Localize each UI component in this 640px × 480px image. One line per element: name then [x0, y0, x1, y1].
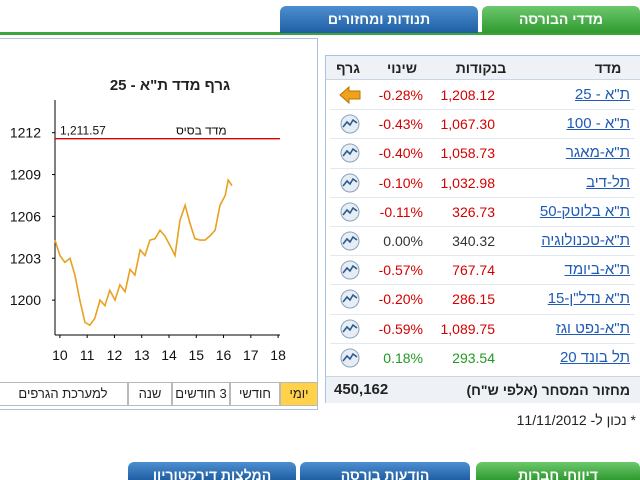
x-tick-label: 13: [134, 347, 150, 363]
row-sep: [330, 313, 635, 315]
row-sep: [330, 138, 635, 140]
x-tick-label: 15: [188, 347, 204, 363]
graph-icon[interactable]: [338, 202, 362, 222]
tab[interactable]: תנודות ומחזורים: [280, 6, 478, 33]
footer-label: מחזור המסחר (אלפי ש"ח): [466, 382, 630, 398]
index-name[interactable]: ת"א-נפט וגז: [555, 319, 630, 337]
graph-icon[interactable]: [338, 260, 362, 280]
note: * נכון ל- 11/11/2012: [516, 412, 636, 428]
index-name[interactable]: ת"א נדל"ן-15: [547, 290, 630, 308]
row-sep: [330, 226, 635, 227]
row-sep: [330, 255, 635, 257]
points: 326.73: [452, 203, 495, 220]
tab[interactable]: דיווחי חברות: [476, 462, 640, 480]
change: -0.40%: [378, 145, 423, 162]
table-header: שינוי: [387, 60, 417, 76]
base-value-label: 1,211.57: [60, 124, 106, 138]
change: 0.00%: [383, 233, 423, 249]
graph-icon[interactable]: [338, 114, 362, 134]
index-name[interactable]: ת"א-מאגר: [565, 144, 630, 162]
period-tab[interactable]: שנה: [128, 382, 172, 406]
period-tab[interactable]: יומי: [280, 382, 318, 406]
x-tick-label: 14: [161, 347, 177, 363]
graph-icon[interactable]: [338, 173, 362, 193]
chart-panel: [0, 38, 318, 410]
change: -0.59%: [378, 320, 423, 337]
index-name[interactable]: ת"א - 25: [574, 86, 630, 103]
points: 1,032.98: [440, 174, 496, 191]
y-tick-label: 1209: [10, 167, 41, 183]
change: -0.11%: [379, 203, 423, 220]
index-name[interactable]: ת"א-טכנולוגיה: [541, 232, 630, 249]
y-tick-label: 1200: [10, 292, 41, 308]
row-sep: [330, 167, 635, 169]
graph-icon[interactable]: [338, 319, 362, 339]
row-sep: [330, 342, 635, 344]
index-name[interactable]: תל בונד 20: [559, 348, 630, 366]
period-tab[interactable]: 3 חודשים: [172, 382, 230, 406]
points: 1,089.75: [440, 320, 496, 337]
period-tab[interactable]: למערכת הגרפים: [0, 382, 128, 406]
change: -0.43%: [378, 116, 423, 133]
price-line: [54, 178, 233, 327]
x-tick-label: 18: [270, 347, 286, 363]
points: 1,058.73: [440, 145, 496, 162]
change: -0.20%: [378, 291, 423, 308]
index-name[interactable]: תל-דיב: [586, 173, 630, 191]
points: 767.74: [452, 262, 495, 279]
tab[interactable]: הודעות בורסה: [300, 462, 470, 480]
base-label: מדד בסיס: [176, 124, 227, 138]
change: 0.18%: [383, 349, 423, 366]
x-tick-label: 16: [216, 347, 232, 363]
points: 1,208.12: [440, 87, 496, 103]
points: 293.54: [452, 349, 495, 366]
table-panel: [325, 55, 640, 403]
row-sep: [330, 109, 635, 111]
row-sep: [330, 196, 635, 198]
tabs-line: [0, 32, 640, 35]
graph-icon[interactable]: [338, 289, 362, 309]
chart: גרף מדד ת"א - 25 1200 1203 1206 1209 1212 10 11…: [10, 77, 286, 363]
y-tick-label: 1203: [10, 250, 41, 266]
table-header-bg: [326, 56, 640, 80]
table-header: בנקודות: [455, 60, 507, 76]
x-tick-label: 11: [80, 347, 95, 363]
graph-icon[interactable]: [338, 231, 362, 251]
table-header: גרף: [336, 60, 360, 76]
y-tick-label: 1206: [10, 208, 41, 224]
row-sep: [330, 284, 635, 286]
y-tick-label: 1212: [10, 125, 41, 141]
index-name[interactable]: ת"א - 100: [566, 115, 630, 133]
chart-title: גרף מדד ת"א - 25: [110, 77, 230, 94]
index-name[interactable]: ת"א-ביומד: [564, 261, 631, 279]
index-name[interactable]: ת"א בלוטק-50: [539, 202, 630, 220]
points: 1,067.30: [440, 116, 496, 133]
period-tab[interactable]: חודשי: [230, 382, 280, 406]
tab[interactable]: מדדי הבורסה: [482, 6, 640, 33]
change: -0.57%: [378, 262, 423, 279]
graph-icon[interactable]: [338, 85, 362, 105]
graph-icon[interactable]: [338, 143, 362, 163]
x-tick-label: 17: [243, 347, 259, 363]
x-tick-label: 10: [52, 347, 68, 363]
change: -0.28%: [378, 87, 423, 103]
table-header: מדד: [594, 60, 622, 76]
points: 340.32: [452, 233, 495, 249]
points: 286.15: [452, 291, 495, 308]
x-tick-label: 12: [107, 347, 123, 363]
tab[interactable]: המלצות דירקטוריון: [128, 462, 296, 480]
change: -0.10%: [378, 174, 423, 191]
graph-icon[interactable]: [338, 348, 362, 368]
footer-bg: [326, 376, 640, 403]
footer-value: 450,162: [334, 381, 389, 398]
